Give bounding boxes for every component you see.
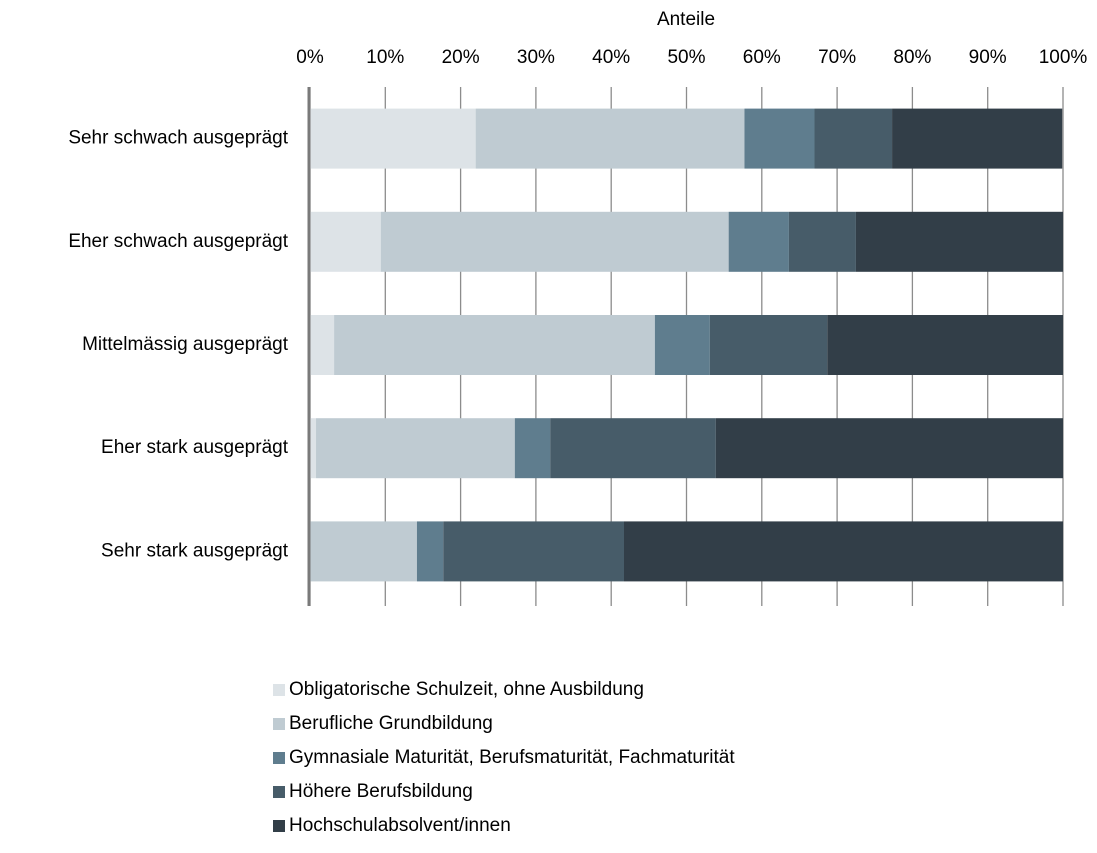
bar-segment	[475, 108, 745, 169]
bar-segment	[310, 418, 317, 479]
x-tick-label: 90%	[969, 47, 1007, 68]
y-tick-label: Sehr schwach ausgeprägt	[68, 128, 288, 149]
bar-segment	[728, 211, 789, 272]
bar-segment	[310, 521, 417, 582]
x-tick-label: 10%	[366, 47, 404, 68]
bar-segment	[443, 521, 625, 582]
legend-swatch	[273, 786, 285, 798]
bar-segment	[624, 521, 1063, 582]
x-tick-label: 40%	[592, 47, 630, 68]
bar-segment	[654, 315, 710, 375]
bar-segment	[550, 418, 716, 479]
bar-segment	[334, 315, 655, 375]
x-tick-label: 20%	[442, 47, 480, 68]
legend-swatch	[273, 684, 285, 696]
bar-segment	[892, 108, 1063, 169]
legend-label: Gymnasiale Maturität, Berufsmaturität, F…	[289, 747, 735, 768]
bar-segment	[514, 418, 551, 479]
legend-swatch	[273, 752, 285, 764]
x-tick-label: 0%	[296, 47, 324, 68]
bar-segment	[380, 211, 729, 272]
bar-segment	[310, 315, 335, 375]
legend-swatch	[273, 820, 285, 832]
bar-segment	[855, 211, 1063, 272]
legend-label: Berufliche Grundbildung	[289, 713, 493, 734]
bar-segment	[788, 211, 856, 272]
legend-label: Obligatorische Schulzeit, ohne Ausbildun…	[289, 679, 644, 700]
y-tick-label: Eher schwach ausgeprägt	[68, 231, 288, 252]
legend-swatch	[273, 718, 285, 730]
bar-segment	[814, 108, 893, 169]
bar-segment	[310, 211, 381, 272]
axis-title: Anteile	[657, 9, 715, 30]
x-tick-label: 60%	[743, 47, 781, 68]
y-tick-label: Sehr stark ausgeprägt	[101, 540, 289, 561]
bar-segment	[709, 315, 828, 375]
bar-segment	[744, 108, 815, 169]
bar-segment	[310, 108, 476, 169]
y-tick-label: Mittelmässig ausgeprägt	[82, 334, 289, 355]
x-tick-label: 30%	[517, 47, 555, 68]
bar-segment	[827, 315, 1063, 375]
x-tick-label: 70%	[818, 47, 856, 68]
legend-label: Höhere Berufsbildung	[289, 781, 473, 802]
x-tick-label: 100%	[1039, 47, 1088, 68]
y-tick-label: Eher stark ausgeprägt	[101, 437, 289, 458]
bar-segment	[715, 418, 1063, 479]
bar-segment	[316, 418, 515, 479]
x-tick-label: 80%	[893, 47, 931, 68]
x-tick-label: 50%	[667, 47, 705, 68]
bar-segment	[416, 521, 444, 582]
legend-label: Hochschulabsolvent/innen	[289, 815, 511, 836]
